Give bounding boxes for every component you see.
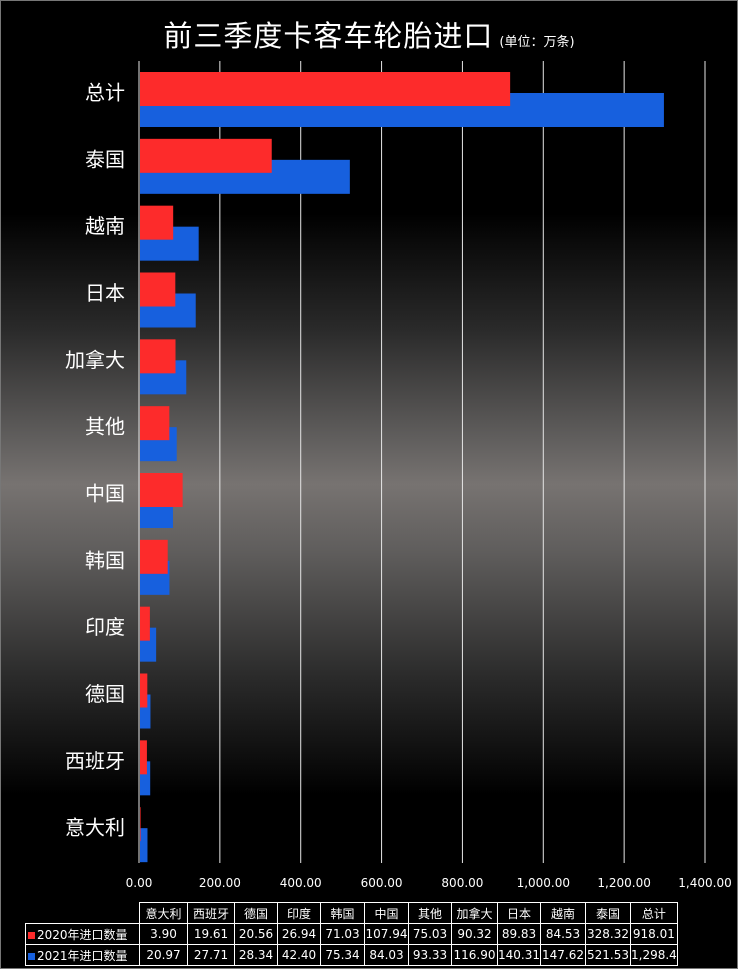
bar-2020 bbox=[140, 740, 147, 775]
chart-subtitle: (单位：万条) bbox=[499, 35, 575, 50]
bar-2020 bbox=[140, 673, 148, 708]
category-label: 韩国 bbox=[85, 548, 125, 572]
table-category-header: 总计 bbox=[630, 902, 678, 924]
category-label: 越南 bbox=[85, 214, 125, 238]
category-label: 总计 bbox=[85, 80, 125, 104]
bar-2021 bbox=[140, 828, 148, 863]
bar-2020 bbox=[140, 272, 176, 307]
table-category-header: 越南 bbox=[540, 902, 586, 924]
table-cell: 26.94 bbox=[277, 923, 321, 945]
category-label: 中国 bbox=[85, 481, 125, 505]
category-label: 德国 bbox=[85, 682, 125, 706]
table-cell: 90.32 bbox=[451, 923, 498, 945]
category-label: 其他 bbox=[85, 415, 125, 439]
bar-2020 bbox=[140, 205, 174, 240]
table-cell: 20.56 bbox=[234, 923, 278, 945]
table-cell: 42.40 bbox=[277, 944, 321, 966]
table-category-header: 泰国 bbox=[585, 902, 631, 924]
table-cell: 84.03 bbox=[364, 944, 409, 966]
x-tick-label: 200.00 bbox=[199, 876, 241, 890]
series-name-text: 2020年进口数量 bbox=[37, 927, 128, 942]
table-cell: 107.94 bbox=[364, 923, 409, 945]
table-cell: 3.90 bbox=[139, 923, 188, 945]
table-cell: 116.90 bbox=[451, 944, 498, 966]
title-row: 前三季度卡客车轮胎进口 (单位：万条) bbox=[1, 13, 737, 55]
bar-2020 bbox=[140, 473, 183, 507]
table-header-row: 意大利 西班牙 德国 印度 韩国 中国 其他 加拿大 日本 越南 泰国 总计 bbox=[25, 902, 678, 924]
table-category-header: 加拿大 bbox=[451, 902, 498, 924]
table-category-header: 韩国 bbox=[320, 902, 365, 924]
table-cell: 93.33 bbox=[408, 944, 452, 966]
category-label: 印度 bbox=[85, 615, 125, 639]
table-corner bbox=[25, 902, 140, 924]
x-tick-label: 1,400.00 bbox=[678, 876, 731, 890]
table-cell: 71.03 bbox=[320, 923, 365, 945]
bar-2020 bbox=[140, 339, 176, 374]
bar-2021 bbox=[140, 694, 151, 729]
table-cell: 140.31 bbox=[497, 944, 541, 966]
chart-title: 前三季度卡客车轮胎进口 bbox=[163, 19, 494, 53]
table-cell: 28.34 bbox=[234, 944, 278, 966]
table-cell: 84.53 bbox=[540, 923, 586, 945]
table-cell: 75.34 bbox=[320, 944, 365, 966]
bar-chart: 0.00 200.00 400.00 600.00 800.00 1,000.00 1,20… bbox=[65, 61, 732, 890]
legend-swatch bbox=[28, 952, 35, 960]
table-cell: 918.01 bbox=[630, 923, 678, 945]
category-label: 日本 bbox=[85, 281, 125, 305]
bar-2020 bbox=[140, 406, 170, 441]
table-category-header: 其他 bbox=[408, 902, 452, 924]
table-cell: 328.32 bbox=[585, 923, 631, 945]
x-tick-label: 0.00 bbox=[126, 876, 153, 890]
x-tick-label: 800.00 bbox=[441, 876, 483, 890]
table-cell: 27.71 bbox=[187, 944, 235, 966]
table-series-name: 2021年进口数量 bbox=[25, 944, 140, 966]
x-tick-label: 400.00 bbox=[280, 876, 322, 890]
table-category-header: 德国 bbox=[234, 902, 278, 924]
bar-2020 bbox=[140, 807, 141, 842]
category-label: 西班牙 bbox=[65, 749, 125, 773]
bar-2021 bbox=[140, 761, 151, 796]
table-cell: 1,298.4 bbox=[630, 944, 678, 966]
legend-swatch bbox=[28, 931, 35, 939]
category-label: 意大利 bbox=[65, 816, 125, 840]
category-label: 加拿大 bbox=[65, 348, 125, 372]
table-category-header: 日本 bbox=[497, 902, 541, 924]
bar-2020 bbox=[140, 138, 272, 173]
bar-2020 bbox=[140, 72, 511, 106]
table-row: 2020年进口数量 3.90 19.61 20.56 26.94 71.03 107.94 7… bbox=[25, 923, 678, 945]
table-cell: 521.53 bbox=[585, 944, 631, 966]
table-category-header: 西班牙 bbox=[187, 902, 235, 924]
table-category-header: 意大利 bbox=[139, 902, 188, 924]
table-cell: 20.97 bbox=[139, 944, 188, 966]
table-category-header: 中国 bbox=[364, 902, 409, 924]
table-cell: 75.03 bbox=[408, 923, 452, 945]
series-name-text: 2021年进口数量 bbox=[37, 948, 128, 963]
bar-2020 bbox=[140, 606, 150, 641]
table-series-name: 2020年进口数量 bbox=[25, 923, 140, 945]
table-cell: 147.62 bbox=[540, 944, 586, 966]
table-row: 2021年进口数量 20.97 27.71 28.34 42.40 75.34 84.03 9… bbox=[25, 944, 678, 966]
data-table: 意大利 西班牙 德国 印度 韩国 中国 其他 加拿大 日本 越南 泰国 总计 2020年进口数量 3.90… bbox=[25, 902, 678, 966]
table-cell: 19.61 bbox=[187, 923, 235, 945]
x-tick-label: 600.00 bbox=[361, 876, 403, 890]
bar-2020 bbox=[140, 539, 168, 574]
x-tick-label: 1,000.00 bbox=[517, 876, 570, 890]
table-cell: 89.83 bbox=[497, 923, 541, 945]
table-category-header: 印度 bbox=[277, 902, 321, 924]
category-label: 泰国 bbox=[85, 147, 125, 171]
x-tick-label: 1,200.00 bbox=[597, 876, 650, 890]
